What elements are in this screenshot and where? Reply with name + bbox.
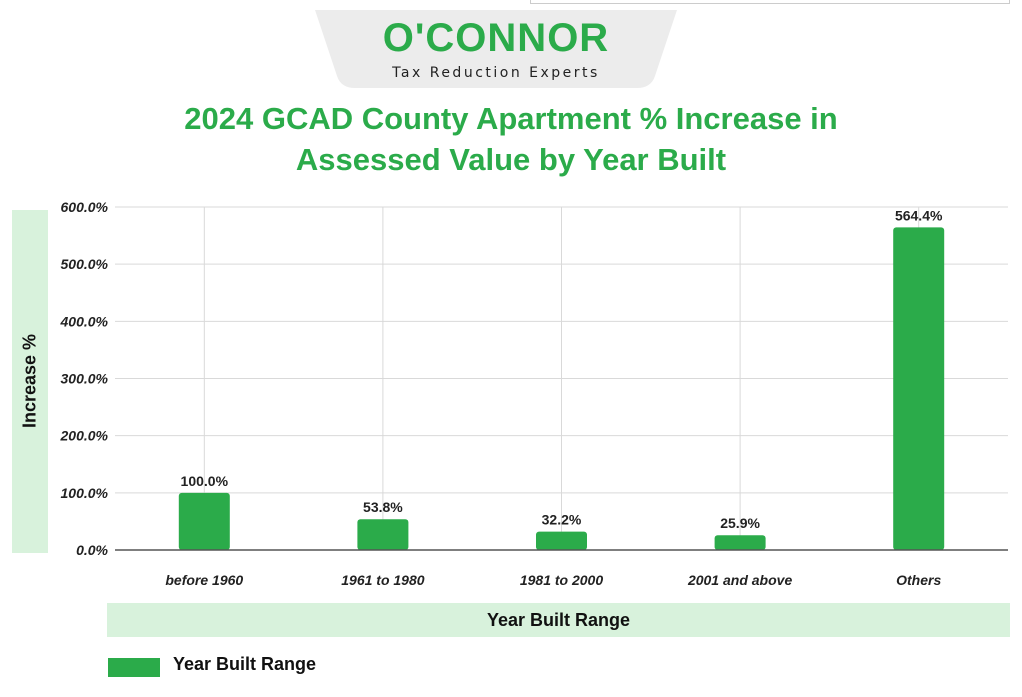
y-tick-label: 0.0% <box>76 542 108 558</box>
data-label: 53.8% <box>363 499 403 515</box>
logo-tab-shape <box>315 10 677 88</box>
bar <box>714 535 766 550</box>
x-tick-label: 1961 to 1980 <box>341 572 424 588</box>
chart-title: 2024 GCAD County Apartment % Increase in… <box>0 98 1022 180</box>
y-axis-label-band <box>12 210 48 553</box>
y-tick-label: 500.0% <box>61 256 109 272</box>
bar <box>178 492 230 550</box>
x-tick-label: 1981 to 2000 <box>520 572 603 588</box>
data-label: 25.9% <box>720 515 760 531</box>
chart-title-line-2: Assessed Value by Year Built <box>295 142 727 177</box>
legend-swatch <box>108 658 160 677</box>
x-axis-label-band <box>107 603 1010 637</box>
bar <box>536 531 587 550</box>
y-tick-label: 100.0% <box>61 485 109 501</box>
top-frame-edge <box>530 0 1010 4</box>
data-label: 100.0% <box>181 473 229 489</box>
legend-label: Year Built Range <box>173 654 317 674</box>
data-label: 564.4% <box>895 207 943 223</box>
bar <box>357 519 409 550</box>
brand-tagline: Tax Reduction Experts <box>392 65 600 81</box>
x-tick-label: Others <box>896 572 941 588</box>
x-tick-label: 2001 and above <box>687 572 792 588</box>
bar <box>893 227 945 551</box>
brand-logo: O'CONNOR Tax Reduction Experts <box>315 10 677 88</box>
y-tick-label: 600.0% <box>61 199 109 215</box>
x-tick-label: before 1960 <box>165 572 243 588</box>
brand-name: O'CONNOR <box>382 16 610 60</box>
y-tick-label: 200.0% <box>60 428 109 444</box>
x-axis-label: Year Built Range <box>486 610 631 630</box>
y-tick-label: 400.0% <box>60 313 109 329</box>
y-tick-label: 300.0% <box>61 371 109 387</box>
chart-title-line-1: 2024 GCAD County Apartment % Increase in <box>184 101 838 136</box>
data-label: 32.2% <box>542 512 582 528</box>
